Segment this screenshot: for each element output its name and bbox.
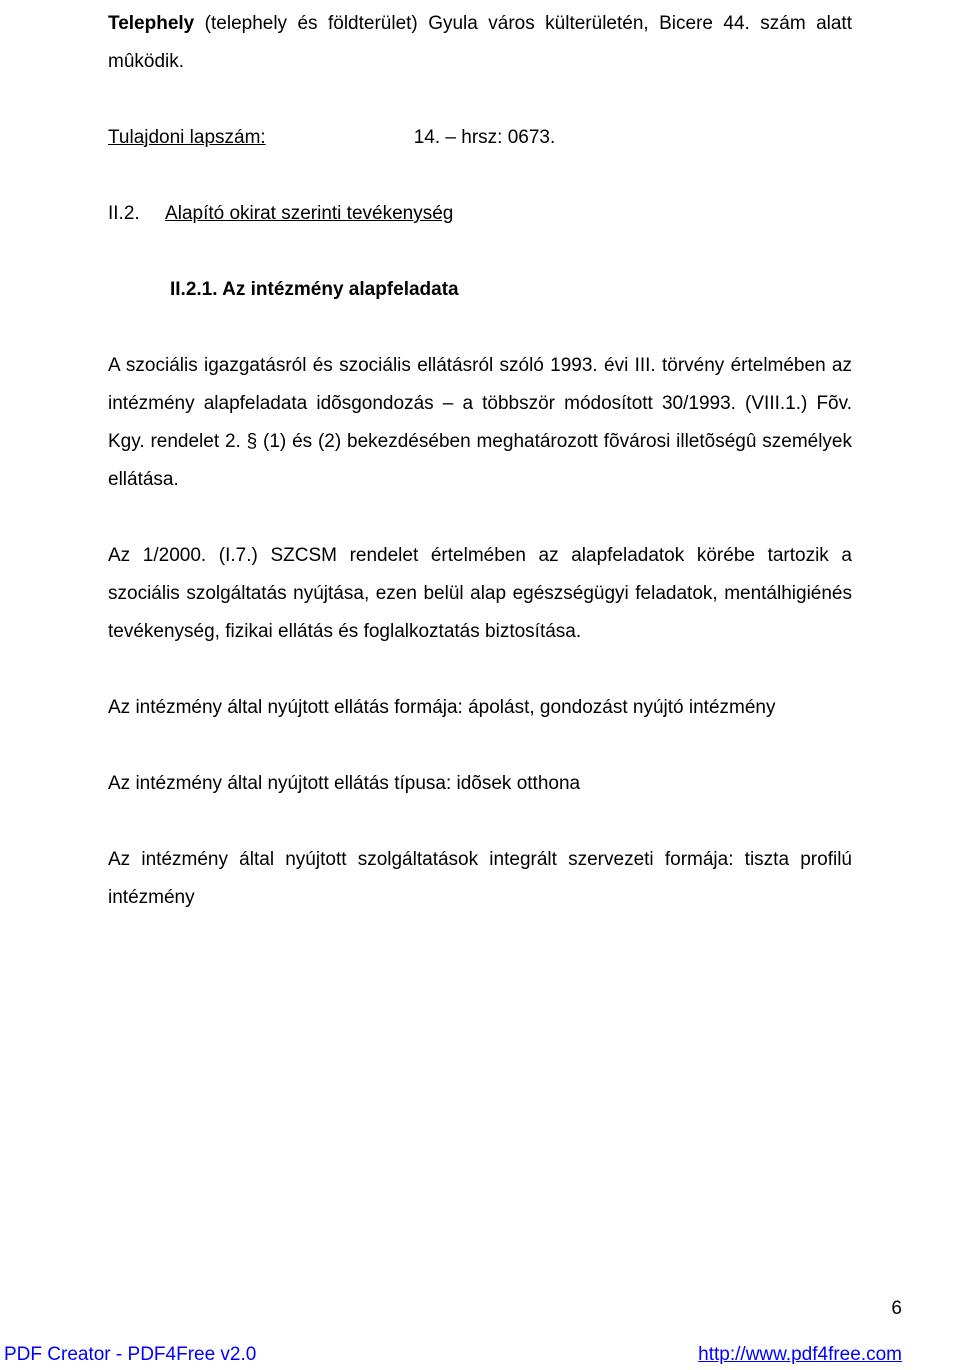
text-bold: Telephely xyxy=(108,13,194,34)
heading-ii21: II.2.1. Az intézmény alapfeladata xyxy=(108,271,852,309)
paragraph-forma: Az intézmény által nyújtott ellátás form… xyxy=(108,689,852,727)
label-tulajdoni: Tulajdoni lapszám: xyxy=(108,119,266,157)
value-tulajdoni: 14. – hrsz: 0673. xyxy=(266,119,556,157)
text: (telephely és földterület) Gyula város k… xyxy=(108,13,852,72)
paragraph-integralt: Az intézmény által nyújtott szolgáltatás… xyxy=(108,841,852,917)
heading-title: Alapító okirat szerinti tevékenység xyxy=(165,203,453,224)
paragraph-szcsm: Az 1/2000. (I.7.) SZCSM rendelet értelmé… xyxy=(108,537,852,651)
page-number: 6 xyxy=(891,1298,902,1320)
paragraph-telephely: Telephely (telephely és földterület) Gyu… xyxy=(108,5,852,81)
footer-link[interactable]: http://www.pdf4free.com xyxy=(698,1344,902,1366)
document-page: Telephely (telephely és földterület) Gyu… xyxy=(0,0,960,917)
paragraph-torveny: A szociális igazgatásról és szociális el… xyxy=(108,347,852,499)
heading-number: II.2. xyxy=(108,203,140,224)
heading-ii2: II.2. Alapító okirat szerinti tevékenysé… xyxy=(108,195,852,233)
footer: PDF Creator - PDF4Free v2.0 http://www.p… xyxy=(0,1344,960,1366)
row-tulajdoni: Tulajdoni lapszám: 14. – hrsz: 0673. xyxy=(108,119,852,157)
footer-app: PDF Creator - PDF4Free v2.0 xyxy=(4,1344,256,1366)
paragraph-tipus: Az intézmény által nyújtott ellátás típu… xyxy=(108,765,852,803)
